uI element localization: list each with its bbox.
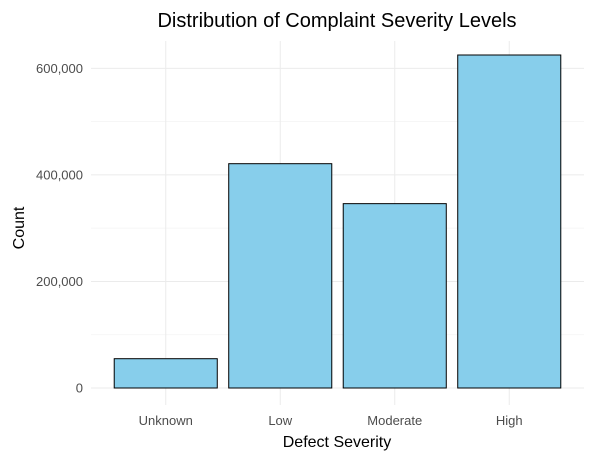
bars bbox=[113, 54, 562, 389]
x-tick-label-high: High bbox=[496, 413, 523, 428]
y-tick-label: 400,000 bbox=[36, 167, 83, 182]
x-tick-label-moderate: Moderate bbox=[367, 413, 422, 428]
bar-high bbox=[457, 54, 562, 389]
y-axis-title: Count bbox=[11, 206, 28, 249]
y-tick-label: 0 bbox=[76, 381, 83, 396]
bar-low bbox=[228, 163, 333, 389]
x-axis-title: Defect Severity bbox=[283, 434, 391, 451]
y-tick-label: 200,000 bbox=[36, 274, 83, 289]
y-axis-ticks: 0 200,000 400,000 600,000 bbox=[36, 61, 83, 396]
x-tick-label-low: Low bbox=[268, 413, 292, 428]
y-tick-label: 600,000 bbox=[36, 61, 83, 76]
bar-moderate bbox=[342, 203, 447, 389]
x-tick-label-unknown: Unknown bbox=[139, 413, 193, 428]
x-axis-ticks: Unknown Low Moderate High bbox=[139, 413, 523, 428]
chart-title: Distribution of Complaint Severity Level… bbox=[157, 10, 516, 32]
bar-unknown bbox=[113, 358, 218, 389]
